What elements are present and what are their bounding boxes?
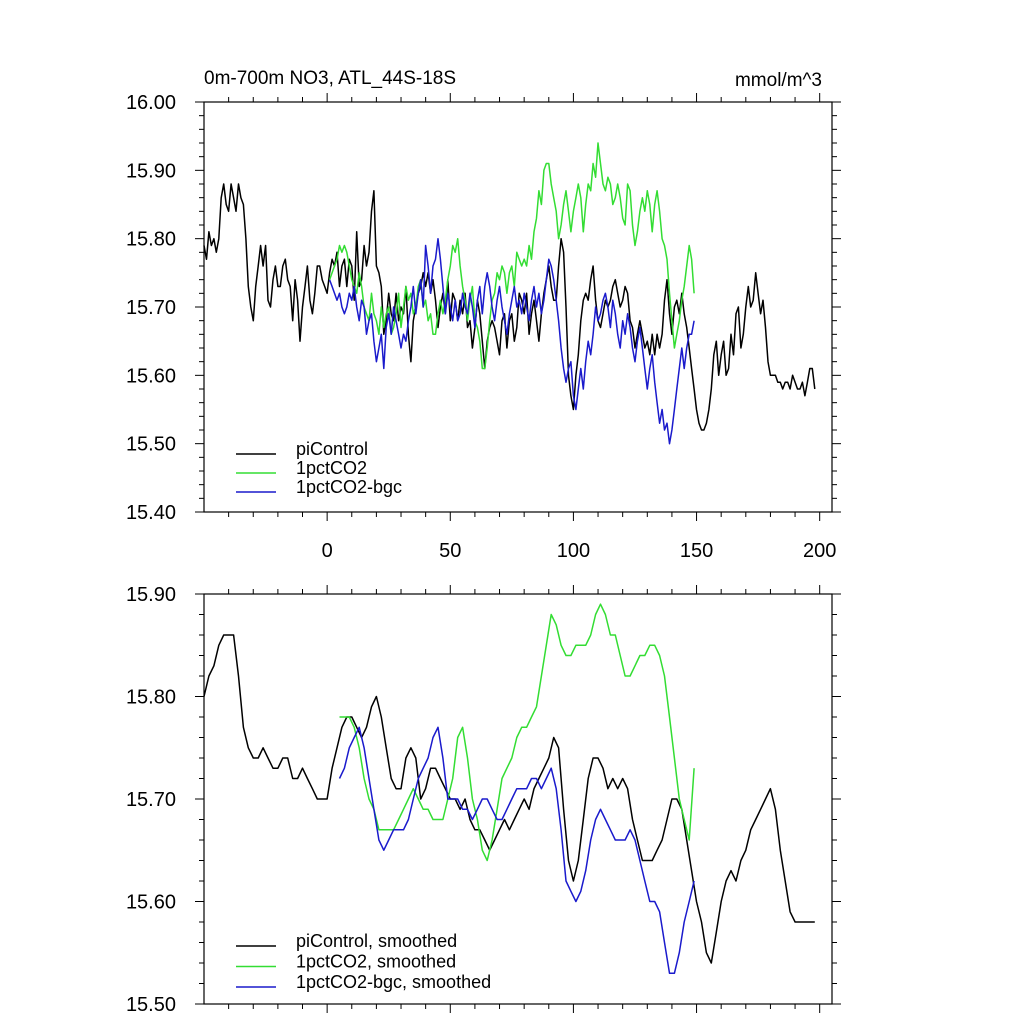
bottom-panel: 15.50 15.60 15.70 15.80 15.90 piControl, smoo… <box>126 584 841 1016</box>
x-tick-label: 200 <box>803 540 836 562</box>
chart-title: 0m-700m NO3, ATL_44S-18S <box>204 68 456 89</box>
legend-label: 1pctCO2-bgc, smoothed <box>296 972 491 992</box>
units-label: mmol/m^3 <box>735 70 822 91</box>
y-tick-label: 15.50 <box>126 434 176 456</box>
x-tick-label: 150 <box>680 540 713 562</box>
legend-label: 1pctCO2-bgc <box>296 477 402 497</box>
legend-label: piControl, smoothed <box>296 931 457 951</box>
y-tick-label: 15.80 <box>126 687 176 709</box>
y-tick-label: 15.40 <box>126 502 176 524</box>
series-line-1pctco2-bgc-smoothed <box>338 726 695 975</box>
x-tick-label: 0 <box>322 540 333 562</box>
top-panel: 0m-700m NO3, ATL_44S-18S mmol/m^3 15.40 1… <box>126 68 841 562</box>
y-tick-label: 15.80 <box>126 229 176 251</box>
series-line-1pctco2-bgc <box>328 237 695 445</box>
y-tick-label: 15.90 <box>126 584 176 606</box>
series-line-picontrol <box>203 183 816 431</box>
y-tick-label: 15.90 <box>126 160 176 182</box>
legend-label: 1pctCO2, smoothed <box>296 952 456 972</box>
y-tick-label: 15.60 <box>126 892 176 914</box>
y-tick-label: 15.50 <box>126 994 176 1016</box>
y-tick-label: 15.70 <box>126 297 176 319</box>
y-tick-label: 15.70 <box>126 789 176 811</box>
legend-label: piControl <box>296 439 368 459</box>
y-tick-label: 16.00 <box>126 92 176 114</box>
x-tick-label: 50 <box>439 540 461 562</box>
y-tick-label: 15.60 <box>126 365 176 387</box>
series-line-1pctco2-smoothed <box>339 603 695 862</box>
legend-label: 1pctCO2 <box>296 458 367 478</box>
series-line-picontrol-smoothed <box>203 634 815 964</box>
x-tick-label: 100 <box>557 540 590 562</box>
